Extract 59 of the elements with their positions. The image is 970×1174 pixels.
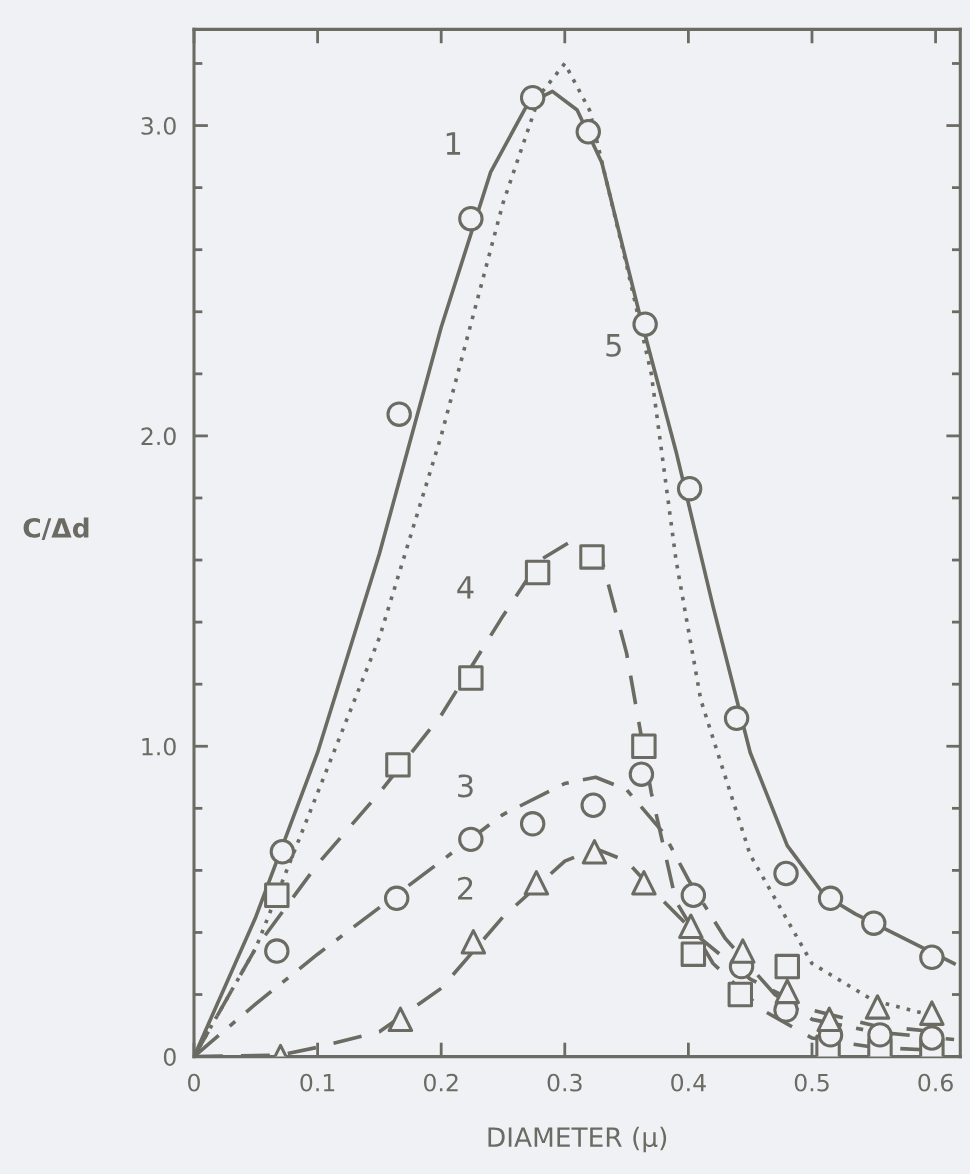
point xyxy=(575,119,601,145)
point xyxy=(680,941,707,967)
point xyxy=(524,559,551,586)
point xyxy=(727,981,754,1008)
point xyxy=(264,938,290,964)
point xyxy=(919,1025,945,1051)
point xyxy=(632,311,658,337)
point xyxy=(387,1006,414,1033)
point xyxy=(676,475,703,502)
point xyxy=(774,953,800,980)
point xyxy=(519,811,546,837)
x-tick-label: 0.4 xyxy=(671,1073,706,1092)
point xyxy=(460,929,487,955)
x-tick-label: 0.5 xyxy=(794,1073,829,1092)
y-tick-label: 0 xyxy=(163,1048,176,1066)
point xyxy=(269,839,296,865)
x-tick-label: 0 xyxy=(188,1073,200,1092)
point xyxy=(579,544,605,570)
point xyxy=(519,84,546,111)
point xyxy=(383,885,410,912)
point xyxy=(867,1022,893,1048)
point xyxy=(817,885,844,912)
point xyxy=(631,733,657,759)
x-tick-label: 0.3 xyxy=(547,1073,582,1092)
point xyxy=(774,978,800,1005)
y-tick-label: 1.0 xyxy=(142,737,176,756)
x-tick-label: 0.1 xyxy=(300,1073,335,1092)
y-axis-title: C/Δd xyxy=(23,517,89,540)
point xyxy=(458,205,484,232)
point xyxy=(458,665,484,691)
point xyxy=(678,913,704,939)
annotation: 2 xyxy=(458,876,473,900)
annotation: 4 xyxy=(457,576,474,599)
annotation: 1 xyxy=(446,132,461,155)
point xyxy=(523,870,550,896)
y-tick-label: 3.0 xyxy=(141,117,176,135)
x-axis-title: DIAMETER (μ) xyxy=(488,1126,667,1153)
point xyxy=(458,826,484,853)
point xyxy=(386,401,412,427)
point xyxy=(730,938,756,964)
y-tick-label: 2.0 xyxy=(141,427,176,446)
point xyxy=(919,1000,945,1026)
point xyxy=(816,1006,843,1033)
point xyxy=(723,705,750,732)
point xyxy=(581,839,608,865)
annotation: 3 xyxy=(458,774,473,798)
x-tick-label: 0.2 xyxy=(423,1073,458,1092)
x-tick-label: 0.6 xyxy=(918,1073,953,1092)
point xyxy=(628,761,655,787)
annotation: 5 xyxy=(606,334,621,357)
point xyxy=(864,994,891,1020)
point xyxy=(264,882,290,908)
point xyxy=(631,870,657,896)
point xyxy=(919,944,945,971)
point xyxy=(680,882,707,908)
point xyxy=(773,860,799,887)
point xyxy=(580,792,606,818)
point xyxy=(385,752,411,778)
point xyxy=(861,910,887,936)
